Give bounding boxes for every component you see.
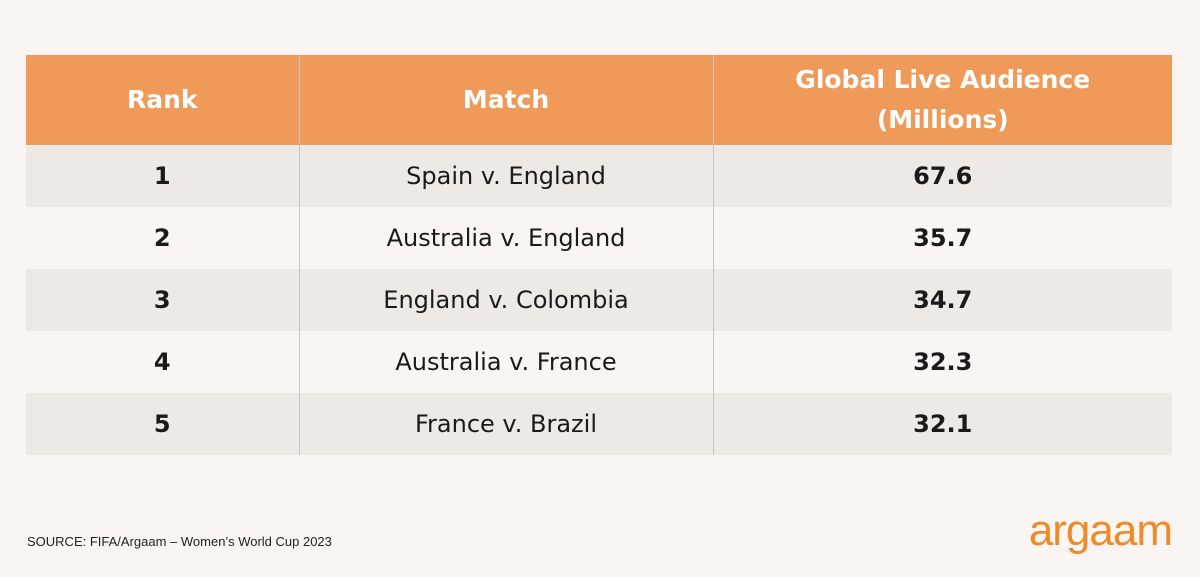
table-cell: 32.1 (712, 393, 1172, 455)
table-cell: 35.7 (712, 207, 1172, 269)
table-cell: 3 (26, 269, 299, 331)
table-row: 5 France v. Brazil 32.1 (26, 393, 1172, 455)
table-cell: 32.3 (712, 331, 1172, 393)
table-cell: France v. Brazil (298, 393, 713, 455)
table-cell: 2 (26, 207, 299, 269)
table-cell: 1 (26, 145, 299, 207)
logo: argaam (1028, 506, 1173, 555)
source-note: SOURCE: FIFA/Argaam – Women’s World Cup … (27, 534, 332, 549)
header-row: Rank Match Global Live Audience (Million… (26, 55, 1172, 145)
column-header: Rank (26, 55, 299, 145)
table-row: 1 Spain v. England 67.6 (26, 145, 1172, 207)
table-cell: Spain v. England (298, 145, 713, 207)
table-row: 2 Australia v. England 35.7 (26, 207, 1172, 269)
table-cell: 4 (26, 331, 299, 393)
table-body: 1 Spain v. England 67.6 2 Australia v. Engla… (26, 145, 1172, 455)
table-row: 3 England v. Colombia 34.7 (26, 269, 1172, 331)
audience-table: Rank Match Global Live Audience (Million… (26, 55, 1172, 455)
table-row: 4 Australia v. France 32.3 (26, 331, 1172, 393)
table-cell: Australia v. France (298, 331, 713, 393)
column-header: Match (298, 55, 713, 145)
table-cell: Australia v. England (298, 207, 713, 269)
column-header-text: Global Live Audience (Millions) (795, 65, 1091, 134)
table-cell: 5 (26, 393, 299, 455)
table-cell: 34.7 (712, 269, 1172, 331)
table-cell: England v. Colombia (298, 269, 713, 331)
table-cell: 67.6 (712, 145, 1172, 207)
column-header: Global Live Audience (Millions) (712, 55, 1172, 145)
